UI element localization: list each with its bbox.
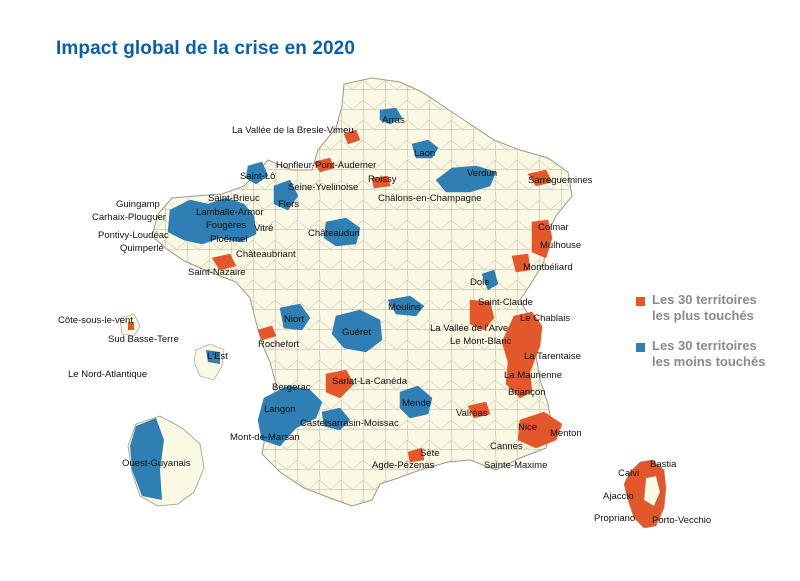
- label-lamballe: Lamballe-Armor: [196, 207, 264, 218]
- label-fougeres: Fougères: [206, 220, 246, 231]
- label-arras: Arras: [382, 115, 405, 126]
- most-affected-territories: [211, 129, 563, 463]
- label-seine: Seine-Yvelinoise: [288, 182, 358, 193]
- label-cotesouslevent: Côte-sous-le-vent: [58, 315, 133, 326]
- label-nice: Nice: [518, 422, 537, 433]
- label-rochefort: Rochefort: [258, 339, 300, 350]
- legend-most-line2: les plus touchés: [652, 308, 754, 323]
- label-bergerac: Bergerac: [272, 382, 311, 393]
- label-laon: Laon: [414, 148, 435, 159]
- label-montblanc: Le Mont-Blanc: [450, 336, 512, 347]
- label-chalons: Châlons-en-Champagne: [378, 193, 482, 204]
- label-bastia: Bastia: [650, 459, 677, 470]
- label-saintclaude: Saint-Claude: [478, 297, 533, 308]
- label-chateaubriant: Châteaubriant: [236, 249, 296, 260]
- label-saintlo: Saint-Lô: [240, 171, 275, 182]
- label-montdemarsan: Mont-de-Marsan: [230, 432, 300, 443]
- label-maurienne: La Maurienne: [504, 370, 562, 381]
- legend-most-line1: Les 30 territoires: [652, 292, 757, 307]
- label-gueret: Guéret: [342, 327, 371, 338]
- label-briancon: Briançon: [508, 387, 546, 398]
- label-lest: L'Est: [207, 351, 228, 362]
- label-pontivy: Pontivy-Loudéac: [98, 230, 169, 241]
- label-guingamp: Guingamp: [116, 199, 160, 210]
- label-quimperle: Quimperlé: [120, 243, 164, 254]
- label-valreas: Valréas: [456, 408, 488, 419]
- label-montbeliard: Montbéliard: [523, 262, 573, 273]
- label-cannes: Cannes: [490, 441, 523, 452]
- label-moulins: Moulins: [388, 302, 421, 313]
- label-portovecchio: Porto-Vecchio: [652, 515, 711, 526]
- label-saintbrieuc: Saint-Brieuc: [208, 193, 260, 204]
- map-title: Impact global de la crise en 2020: [56, 38, 355, 59]
- territory-labels: La Vallée de la Bresle-Vimeu Arras Honfl…: [58, 115, 711, 526]
- least-affected-territories: [167, 107, 499, 447]
- martinique: [193, 343, 225, 381]
- label-mulhouse: Mulhouse: [540, 240, 581, 251]
- legend-swatch-least: [636, 343, 645, 352]
- label-verdun: Verdun: [467, 168, 497, 179]
- label-tarentaise: La Tarentaise: [524, 351, 581, 362]
- label-colmar: Colmar: [538, 222, 569, 233]
- label-nordatlantique: Le Nord-Atlantique: [68, 369, 147, 380]
- label-saintnazaire: Saint-Nazaire: [188, 267, 246, 278]
- label-castelsarrasin: Castelsarrasin-Moissac: [300, 418, 399, 429]
- label-agde: Agde-Pézenas: [372, 460, 435, 471]
- legend-swatch-most: [636, 297, 645, 306]
- label-calvi: Calvi: [618, 468, 639, 479]
- label-ajaccio: Ajaccio: [603, 491, 634, 502]
- legend-least-line2: les moins touchés: [652, 354, 766, 369]
- label-niort: Niort: [284, 314, 304, 325]
- label-menton: Menton: [550, 428, 582, 439]
- label-ploermel: Ploërmel: [210, 234, 248, 245]
- label-chablais: Le Chablais: [520, 313, 570, 324]
- guyane: [127, 415, 205, 507]
- label-sudbasseterre: Sud Basse-Terre: [108, 334, 179, 345]
- label-langon: Langon: [264, 404, 296, 415]
- label-chateaudun: Châteaudun: [308, 228, 360, 239]
- label-mende: Mende: [402, 398, 431, 409]
- label-flers: Flers: [278, 199, 299, 210]
- label-vimeu: La Vallée de la Bresle-Vimeu: [232, 125, 354, 136]
- label-dole: Dole: [470, 277, 490, 288]
- label-ouestguyanais: Ouest-Guyanais: [122, 458, 191, 469]
- label-honfleur: Honfleur-Pont-Audemer: [276, 160, 376, 171]
- label-sarreguemines: Sarreguemines: [528, 175, 593, 186]
- label-vitre: Vitré: [254, 223, 273, 234]
- label-carhaix: Carhaix-Plouguer: [92, 212, 166, 223]
- label-sete: Sète: [420, 448, 440, 459]
- label-roissy: Roissy: [368, 174, 397, 185]
- legend-least-line1: Les 30 territoires: [652, 338, 757, 353]
- guadeloupe: [119, 313, 141, 337]
- label-saintemaxime: Sainte-Maxime: [484, 460, 547, 471]
- label-sarlat: Sarlat-La-Canéda: [332, 376, 408, 387]
- label-arve: La Vallée de l'Arve: [430, 323, 508, 334]
- label-propriano: Propriano: [594, 513, 635, 524]
